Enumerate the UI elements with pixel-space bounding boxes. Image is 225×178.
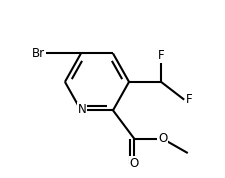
Text: Br: Br: [32, 47, 45, 60]
Text: O: O: [129, 157, 138, 170]
Text: O: O: [158, 132, 167, 145]
Text: F: F: [157, 49, 164, 62]
Text: N: N: [77, 103, 86, 116]
Text: F: F: [185, 93, 192, 106]
